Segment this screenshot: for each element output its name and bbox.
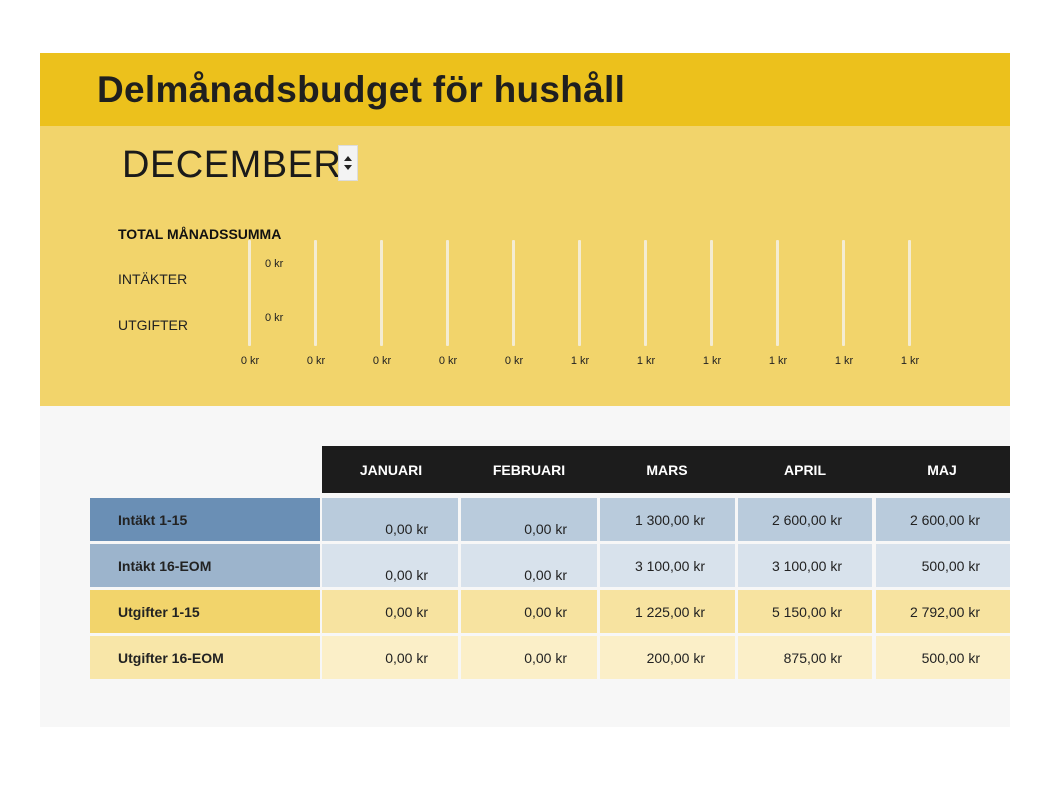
axis-tick: 1 kr bbox=[636, 355, 656, 367]
monthly-total-chart: TOTAL MÅNADSSUMMA INTÄKTER UTGIFTER 0 kr… bbox=[40, 126, 1010, 406]
gridline bbox=[512, 240, 515, 346]
table-cell[interactable]: 2 792,00 kr bbox=[876, 590, 1010, 633]
column-header-mars[interactable]: MARS bbox=[598, 446, 736, 493]
table-cell[interactable]: 1 225,00 kr bbox=[600, 590, 735, 633]
table-cell[interactable]: 0,00 kr bbox=[322, 498, 458, 541]
table-cell[interactable]: 0,00 kr bbox=[322, 590, 458, 633]
table-cell[interactable]: 0,00 kr bbox=[461, 590, 597, 633]
axis-tick: 0 kr bbox=[438, 355, 458, 367]
gridline bbox=[446, 240, 449, 346]
column-header-april[interactable]: APRIL bbox=[736, 446, 874, 493]
gridline bbox=[380, 240, 383, 346]
summary-panel: DECEMBER TOTAL MÅNADSSUMMA INTÄKTER UTGI… bbox=[40, 126, 1010, 406]
axis-tick: 0 kr bbox=[240, 355, 260, 367]
table-cell[interactable]: 2 600,00 kr bbox=[738, 498, 872, 541]
axis-tick: 1 kr bbox=[900, 355, 920, 367]
axis-tick: 1 kr bbox=[702, 355, 722, 367]
gridline bbox=[314, 240, 317, 346]
table-cell[interactable]: 2 600,00 kr bbox=[876, 498, 1010, 541]
gridline bbox=[248, 240, 251, 346]
month-spinner[interactable] bbox=[338, 145, 358, 181]
page-title: Delmånadsbudget för hushåll bbox=[97, 69, 626, 110]
axis-tick: 1 kr bbox=[768, 355, 788, 367]
table-cell[interactable]: 0,00 kr bbox=[322, 636, 458, 679]
expenses-bar-value: 0 kr bbox=[265, 312, 284, 324]
column-header-januari[interactable]: JANUARI bbox=[322, 446, 460, 493]
table-cell[interactable]: 500,00 kr bbox=[876, 544, 1010, 587]
gridline bbox=[842, 240, 845, 346]
arrow-up-icon[interactable] bbox=[344, 156, 352, 161]
table-cell[interactable]: 0,00 kr bbox=[461, 544, 597, 587]
column-header-februari[interactable]: FEBRUARI bbox=[460, 446, 598, 493]
gridline bbox=[644, 240, 647, 346]
row-label-utgifter-16-eom[interactable]: Utgifter 16-EOM bbox=[90, 636, 320, 679]
axis-tick: 1 kr bbox=[834, 355, 854, 367]
title-bar: Delmånadsbudget för hushåll bbox=[40, 53, 1010, 126]
axis-tick: 0 kr bbox=[504, 355, 524, 367]
selected-month: DECEMBER bbox=[122, 144, 342, 186]
arrow-down-icon[interactable] bbox=[344, 165, 352, 170]
table-cell[interactable]: 500,00 kr bbox=[876, 636, 1010, 679]
row-label-intakt-1-15[interactable]: Intäkt 1-15 bbox=[90, 498, 320, 541]
gridline bbox=[908, 240, 911, 346]
table-cell[interactable]: 3 100,00 kr bbox=[738, 544, 872, 587]
table-cell[interactable]: 875,00 kr bbox=[738, 636, 872, 679]
income-bar-value: 0 kr bbox=[265, 258, 284, 270]
gridline bbox=[710, 240, 713, 346]
chart-title: TOTAL MÅNADSSUMMA bbox=[118, 226, 282, 242]
axis-tick: 1 kr bbox=[570, 355, 590, 367]
table-cell[interactable]: 1 300,00 kr bbox=[600, 498, 735, 541]
gridline bbox=[776, 240, 779, 346]
column-header-maj[interactable]: MAJ bbox=[874, 446, 1010, 493]
axis-tick: 0 kr bbox=[372, 355, 392, 367]
axis-tick: 0 kr bbox=[306, 355, 326, 367]
table-cell[interactable]: 3 100,00 kr bbox=[600, 544, 735, 587]
table-cell[interactable]: 5 150,00 kr bbox=[738, 590, 872, 633]
table-cell[interactable]: 0,00 kr bbox=[461, 636, 597, 679]
table-cell[interactable]: 0,00 kr bbox=[322, 544, 458, 587]
expenses-label: UTGIFTER bbox=[118, 317, 188, 333]
table-cell[interactable]: 200,00 kr bbox=[600, 636, 735, 679]
row-label-utgifter-1-15[interactable]: Utgifter 1-15 bbox=[90, 590, 320, 633]
income-label: INTÄKTER bbox=[118, 271, 188, 287]
row-label-intakt-16-eom[interactable]: Intäkt 16-EOM bbox=[90, 544, 320, 587]
budget-sheet: Delmånadsbudget för hushåll DECEMBER TOT… bbox=[40, 53, 1010, 727]
table-cell[interactable]: 0,00 kr bbox=[461, 498, 597, 541]
gridline bbox=[578, 240, 581, 346]
